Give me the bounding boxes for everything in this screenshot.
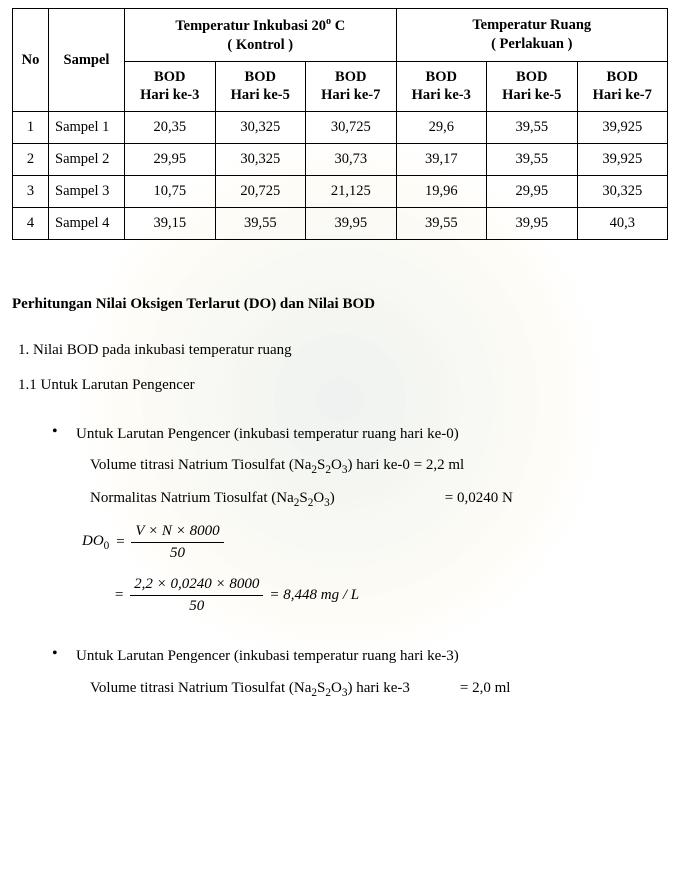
th-kontrol: Temperatur Inkubasi 20o C ( Kontrol ): [125, 9, 397, 62]
cell-k5: 30,325: [215, 144, 306, 176]
cell-k5: 39,55: [215, 207, 306, 239]
th-ruang: Temperatur Ruang ( Perlakuan ): [396, 9, 668, 62]
th-no: No: [13, 9, 49, 112]
eq1-num: V × N × 8000: [131, 523, 223, 543]
cell-no: 2: [13, 144, 49, 176]
th-r-bod3: BODHari ke-3: [396, 61, 487, 112]
bullet-icon: •: [52, 641, 76, 667]
th-ruang-l2: ( Perlakuan ): [491, 36, 572, 52]
cell-r5: 39,95: [487, 207, 578, 239]
cell-sampel: Sampel 2: [49, 144, 125, 176]
cell-k5: 20,725: [215, 175, 306, 207]
th-r-bod7: BODHari ke-7: [577, 61, 668, 112]
equation-1: DO0 = V × N × 8000 50: [82, 523, 668, 562]
cell-k5: 30,325: [215, 112, 306, 144]
cell-no: 1: [13, 112, 49, 144]
bullet-item-1: • Untuk Larutan Pengencer (inkubasi temp…: [52, 419, 668, 516]
th-r-bod5: BODHari ke-5: [487, 61, 578, 112]
th-k-bod3: BODHari ke-3: [125, 61, 216, 112]
cell-k3: 29,95: [125, 144, 216, 176]
cell-k7: 30,73: [306, 144, 397, 176]
cell-r3: 29,6: [396, 112, 487, 144]
bullet-icon: •: [52, 419, 76, 445]
table-row: 2Sampel 229,9530,32530,7339,1739,5539,92…: [13, 144, 668, 176]
line-pengencer: 1.1 Untuk Larutan Pengencer: [18, 372, 668, 399]
cell-no: 3: [13, 175, 49, 207]
bullet1-norm-val: = 0,0240 N: [335, 483, 668, 516]
bullet2-title: Untuk Larutan Pengencer (inkubasi temper…: [76, 641, 668, 673]
cell-sampel: Sampel 4: [49, 207, 125, 239]
cell-k3: 20,35: [125, 112, 216, 144]
eq2-num: 2,2 × 0,0240 × 8000: [130, 576, 263, 596]
cell-r5: 39,55: [487, 112, 578, 144]
cell-k3: 39,15: [125, 207, 216, 239]
cell-r7: 39,925: [577, 112, 668, 144]
th-kontrol-l1: Temperatur Inkubasi 20: [175, 18, 326, 34]
th-k-bod7: BODHari ke-7: [306, 61, 397, 112]
eq1-den: 50: [166, 543, 189, 562]
cell-r3: 39,55: [396, 207, 487, 239]
eq2-rhs: = 8,448 mg / L: [269, 587, 359, 604]
equation-2: = 2,2 × 0,0240 × 8000 50 = 8,448 mg / L: [114, 576, 668, 615]
cell-k7: 30,725: [306, 112, 397, 144]
bullet1-volume: Volume titrasi Natrium Tiosulfat (Na2S2O…: [76, 450, 668, 483]
cell-r3: 39,17: [396, 144, 487, 176]
cell-no: 4: [13, 207, 49, 239]
cell-r5: 39,55: [487, 144, 578, 176]
cell-k7: 21,125: [306, 175, 397, 207]
cell-sampel: Sampel 1: [49, 112, 125, 144]
bullet2-volume: Volume titrasi Natrium Tiosulfat (Na2S2O…: [76, 673, 668, 706]
cell-sampel: Sampel 3: [49, 175, 125, 207]
table-row: 3Sampel 310,7520,72521,12519,9629,9530,3…: [13, 175, 668, 207]
bod-table: No Sampel Temperatur Inkubasi 20o C ( Ko…: [12, 8, 668, 240]
cell-r3: 19,96: [396, 175, 487, 207]
eq2-den: 50: [185, 596, 208, 615]
th-kontrol-l2: ( Kontrol ): [227, 37, 293, 53]
cell-k3: 10,75: [125, 175, 216, 207]
cell-k7: 39,95: [306, 207, 397, 239]
cell-r7: 40,3: [577, 207, 668, 239]
bullet1-normalitas: Normalitas Natrium Tiosulfat (Na2S2O3) =…: [76, 483, 668, 516]
cell-r7: 30,325: [577, 175, 668, 207]
bullet1-title: Untuk Larutan Pengencer (inkubasi temper…: [76, 419, 668, 451]
section-heading: Perhitungan Nilai Oksigen Terlarut (DO) …: [12, 296, 668, 313]
table-row: 4Sampel 439,1539,5539,9539,5539,9540,3: [13, 207, 668, 239]
th-k-bod5: BODHari ke-5: [215, 61, 306, 112]
equation-block: DO0 = V × N × 8000 50 = 2,2 × 0,0240 × 8…: [82, 523, 668, 615]
th-ruang-l1: Temperatur Ruang: [472, 17, 591, 33]
cell-r7: 39,925: [577, 144, 668, 176]
bullet2-vol-val: = 2,0 ml: [410, 673, 668, 706]
line-bod-ruang: 1. Nilai BOD pada inkubasi temperatur ru…: [18, 337, 668, 364]
cell-r5: 29,95: [487, 175, 578, 207]
table-row: 1Sampel 120,3530,32530,72529,639,5539,92…: [13, 112, 668, 144]
bullet-item-2: • Untuk Larutan Pengencer (inkubasi temp…: [52, 641, 668, 705]
th-kontrol-tail: C: [331, 18, 345, 34]
th-sampel: Sampel: [49, 9, 125, 112]
